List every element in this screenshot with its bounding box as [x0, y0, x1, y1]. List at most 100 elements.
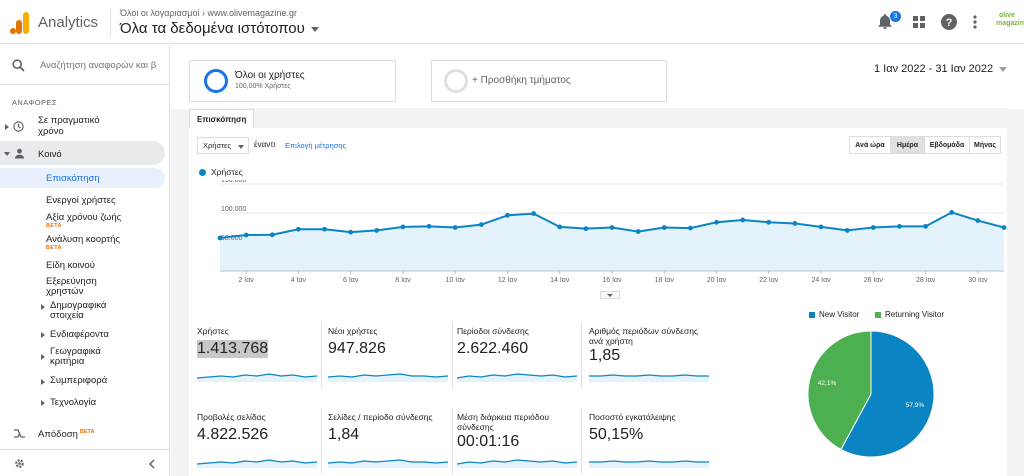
x-tick-label: 30 Ιαν [968, 277, 988, 284]
date-range-picker[interactable]: 1 Ιαν 2022 - 31 Ιαν 2022 [874, 63, 1008, 75]
segment-ring-icon [204, 69, 228, 93]
sidebar-item-attribution[interactable]: Απόδοση BETA [38, 429, 94, 440]
data-point[interactable] [531, 211, 536, 216]
property-selector[interactable]: Όλα τα δεδομένα ιστότοπου [120, 20, 319, 37]
more-vert-icon[interactable] [966, 13, 984, 31]
sidebar-item-geo[interactable]: Γεωγραφικά κριτήρια [50, 346, 101, 367]
breadcrumb[interactable]: Όλοι οι λογαριασμοί › www.olivemagazine.… [120, 8, 298, 18]
sidebar-item-realtime[interactable]: Σε πραγματικό χρόνο [38, 115, 100, 137]
data-point[interactable] [949, 210, 955, 215]
collapse-chart-button[interactable] [600, 291, 620, 299]
metric-tile[interactable]: Αριθμός περιόδων σύνδεσης ανά χρήστη 1,85 [589, 326, 709, 382]
data-point[interactable] [609, 225, 615, 230]
users-line-chart[interactable]: 150.000 100.000 50.000 2 Ιαν 4 Ιαν 6 Ιαν 8 Ιαν… [189, 180, 1007, 292]
data-point[interactable] [661, 225, 667, 230]
data-point[interactable] [1001, 225, 1007, 230]
visitor-type-pie-chart[interactable]: 57,9% 42,1% [799, 324, 944, 464]
chevron-left-icon[interactable] [148, 459, 156, 469]
data-point[interactable] [243, 232, 249, 238]
data-point[interactable] [322, 226, 327, 232]
sidebar-item-interests[interactable]: Ενδιαφέροντα [50, 329, 109, 340]
sidebar-item-user-explorer[interactable]: Εξερεύνηση χρηστών [46, 276, 97, 297]
data-point[interactable] [583, 226, 589, 232]
pie-slice[interactable] [807, 330, 872, 451]
sidebar-item-active-users[interactable]: Ενεργοί χρήστες [46, 195, 116, 206]
help-icon[interactable]: ? [940, 13, 958, 31]
granularity-day[interactable]: Ημέρα [890, 136, 925, 154]
metric-tile[interactable]: Περίοδοι σύνδεσης 2.622.460 [457, 326, 577, 382]
data-point[interactable] [557, 224, 563, 230]
pie-legend-new: New Visitor [809, 310, 859, 319]
account-avatar[interactable]: olive magazine [996, 12, 1024, 27]
data-point[interactable] [426, 223, 432, 229]
data-point[interactable] [217, 235, 223, 241]
metric-tile[interactable]: Σελίδες / περίοδο σύνδεσης 1,84 [328, 412, 448, 468]
sidebar-item-technology[interactable]: Τεχνολογία [50, 397, 97, 408]
pie-slice[interactable] [840, 330, 935, 458]
metric-value: 1,84 [328, 426, 360, 443]
data-point[interactable] [844, 228, 850, 233]
data-point[interactable] [766, 219, 772, 225]
data-point[interactable] [688, 225, 693, 231]
add-segment-label: + Προσθήκη τμήματος [472, 75, 571, 86]
chevron-down-icon [310, 26, 319, 32]
add-segment-button[interactable]: + Προσθήκη τμήματος [431, 60, 667, 102]
data-point[interactable] [818, 224, 824, 230]
metric-tile[interactable]: Χρήστες 1.413.768 [197, 326, 317, 382]
data-point[interactable] [923, 223, 928, 229]
sidebar-item-audiences[interactable]: Είδη κοινού [46, 260, 95, 271]
users-area [220, 212, 1004, 271]
data-point[interactable] [269, 232, 275, 238]
data-point[interactable] [374, 228, 380, 233]
app-name: Analytics [38, 14, 99, 31]
sidebar-item-behavior[interactable]: Συμπεριφορά [50, 375, 108, 386]
metric-value: 4.822.526 [197, 426, 269, 443]
data-point[interactable] [975, 218, 981, 223]
granularity-month[interactable]: Μήνας [969, 136, 1001, 154]
search-input[interactable] [40, 58, 158, 72]
data-point[interactable] [348, 229, 354, 235]
x-tick-label: 16 Ιαν [602, 277, 622, 284]
data-point[interactable] [452, 225, 458, 230]
attribution-icon [14, 429, 25, 438]
data-point[interactable] [792, 221, 798, 226]
bell-icon[interactable] [876, 13, 894, 31]
data-point[interactable] [897, 223, 902, 229]
data-point[interactable] [714, 219, 719, 225]
gear-icon[interactable] [13, 457, 26, 470]
sidebar-item-cohort[interactable]: Ανάλυση κοορτής BETA [46, 235, 120, 252]
sidebar-item-lifetime-value[interactable]: Αξία χρόνου ζωής BETA [46, 213, 121, 230]
analytics-logo-icon[interactable] [10, 12, 30, 34]
metric-tile[interactable]: Μέση διάρκεια περιόδου σύνδεσης 00:01:16 [457, 412, 577, 468]
data-point[interactable] [635, 229, 641, 234]
apps-grid-icon[interactable] [910, 13, 928, 31]
tab-overview[interactable]: Επισκόπηση [189, 109, 255, 129]
data-point[interactable] [505, 212, 510, 218]
sidebar-footer [0, 449, 170, 476]
data-point[interactable] [400, 224, 406, 230]
granularity-week[interactable]: Εβδομάδα [924, 136, 970, 154]
metric-tile[interactable]: Νέοι χρήστες 947.826 [328, 326, 448, 382]
report-tabs: Επισκόπηση [189, 108, 1007, 129]
beta-badge: BETA [46, 245, 62, 251]
sidebar-item-overview[interactable]: Επισκόπηση [46, 173, 100, 184]
metric-divider [581, 408, 582, 474]
segment-percentage: 100,00% Χρήστες [235, 83, 291, 90]
sidebar-item-demographics[interactable]: Δημογραφικά στοιχεία [50, 300, 107, 321]
metric-dropdown[interactable]: Χρήστες [197, 137, 249, 154]
sidebar-item-audience[interactable]: Κοινό [38, 149, 62, 160]
sidebar-search [0, 45, 170, 85]
segment-all-users[interactable]: Όλοι οι χρήστες 100,00% Χρήστες [189, 60, 396, 102]
granularity-hourly[interactable]: Ανά ώρα [849, 136, 891, 154]
data-point[interactable] [870, 225, 876, 230]
data-point[interactable] [740, 217, 746, 223]
metric-sparkline [197, 373, 317, 382]
header-divider [110, 8, 111, 36]
metric-tile[interactable]: Προβολές σελίδας 4.822.526 [197, 412, 317, 468]
metric-tile[interactable]: Ποσοστό εγκατάλειψης 50,15% [589, 412, 709, 468]
x-tick-label: 20 Ιαν [707, 277, 727, 284]
choose-metric-link[interactable]: Επιλογή μέτρησης [285, 141, 347, 150]
data-point[interactable] [478, 222, 484, 227]
data-point[interactable] [296, 226, 301, 232]
metric-sparkline [589, 460, 709, 468]
